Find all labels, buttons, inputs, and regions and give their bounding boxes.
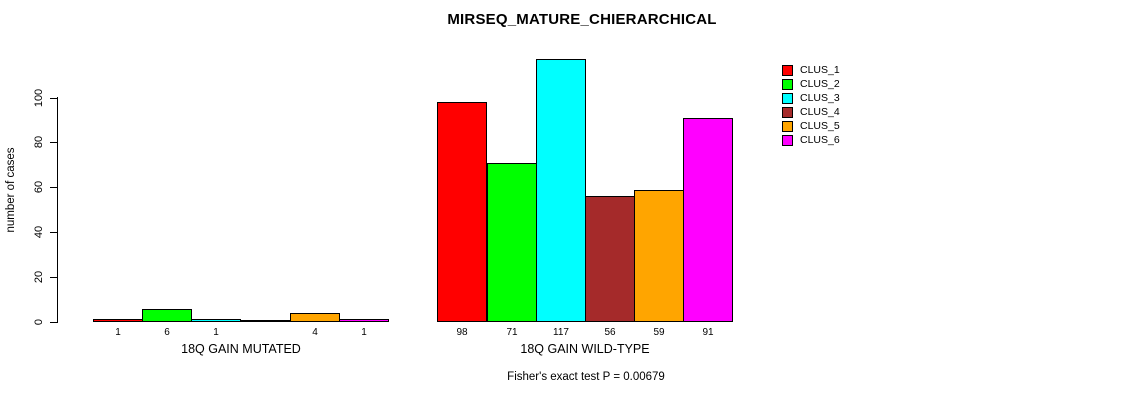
bar-value-label: 4 bbox=[312, 327, 318, 338]
y-tick-label: 0 bbox=[33, 318, 45, 326]
y-tick bbox=[50, 98, 57, 99]
legend-label: CLUS_3 bbox=[800, 92, 840, 104]
bar-clus_6-group1 bbox=[339, 319, 389, 322]
y-axis-line bbox=[57, 97, 58, 323]
bar-clus_2-group2 bbox=[487, 163, 537, 322]
y-axis-label: number of cases bbox=[5, 147, 17, 233]
y-tick-label: 40 bbox=[33, 225, 45, 239]
bar-clus_5-group1 bbox=[290, 313, 340, 322]
bar-clus_4-group2 bbox=[585, 196, 635, 322]
bar-value-label: 98 bbox=[456, 327, 468, 338]
legend-swatch-clus_1 bbox=[782, 65, 793, 76]
legend-swatch-clus_5 bbox=[782, 121, 793, 132]
bar-value-label: 91 bbox=[702, 327, 714, 338]
chart-title: MIRSEQ_MATURE_CHIERARCHICAL bbox=[447, 11, 717, 28]
y-tick bbox=[50, 187, 57, 188]
y-tick bbox=[50, 142, 57, 143]
y-tick bbox=[50, 277, 57, 278]
legend-label: CLUS_6 bbox=[800, 134, 840, 146]
bar-clus_1-group1 bbox=[93, 319, 143, 322]
legend-label: CLUS_1 bbox=[800, 64, 840, 76]
legend-swatch-clus_4 bbox=[782, 107, 793, 118]
bar-clus_6-group2 bbox=[683, 118, 733, 322]
bar-value-label: 1 bbox=[115, 327, 121, 338]
y-tick-label: 60 bbox=[33, 180, 45, 194]
bar-value-label: 1 bbox=[213, 327, 219, 338]
bar-value-label: 6 bbox=[164, 327, 170, 338]
y-tick-label: 100 bbox=[33, 88, 45, 108]
group-label-2: 18Q GAIN WILD-TYPE bbox=[520, 342, 650, 356]
y-tick-label: 80 bbox=[33, 135, 45, 149]
legend-swatch-clus_3 bbox=[782, 93, 793, 104]
y-tick bbox=[50, 322, 57, 323]
bar-clus_1-group2 bbox=[437, 102, 487, 322]
bar-value-label: 56 bbox=[604, 327, 616, 338]
annotation-text: Fisher's exact test P = 0.00679 bbox=[507, 371, 665, 383]
bar-value-label: 71 bbox=[506, 327, 518, 338]
bar-clus_3-group1 bbox=[191, 319, 241, 322]
bar-clus_5-group2 bbox=[634, 190, 684, 322]
y-tick bbox=[50, 232, 57, 233]
bar-clus_3-group2 bbox=[536, 59, 586, 322]
legend-label: CLUS_5 bbox=[800, 120, 840, 132]
legend-label: CLUS_4 bbox=[800, 106, 840, 118]
bar-value-label: 59 bbox=[653, 327, 665, 338]
legend-label: CLUS_2 bbox=[800, 78, 840, 90]
y-tick-label: 20 bbox=[33, 270, 45, 284]
bar-clus_2-group1 bbox=[142, 309, 192, 322]
bar-clus_4-group1 bbox=[241, 320, 291, 322]
group-label-1: 18Q GAIN MUTATED bbox=[181, 342, 301, 356]
bar-value-label: 117 bbox=[553, 327, 569, 338]
bar-value-label: 1 bbox=[361, 327, 367, 338]
legend-swatch-clus_6 bbox=[782, 135, 793, 146]
legend-swatch-clus_2 bbox=[782, 79, 793, 90]
